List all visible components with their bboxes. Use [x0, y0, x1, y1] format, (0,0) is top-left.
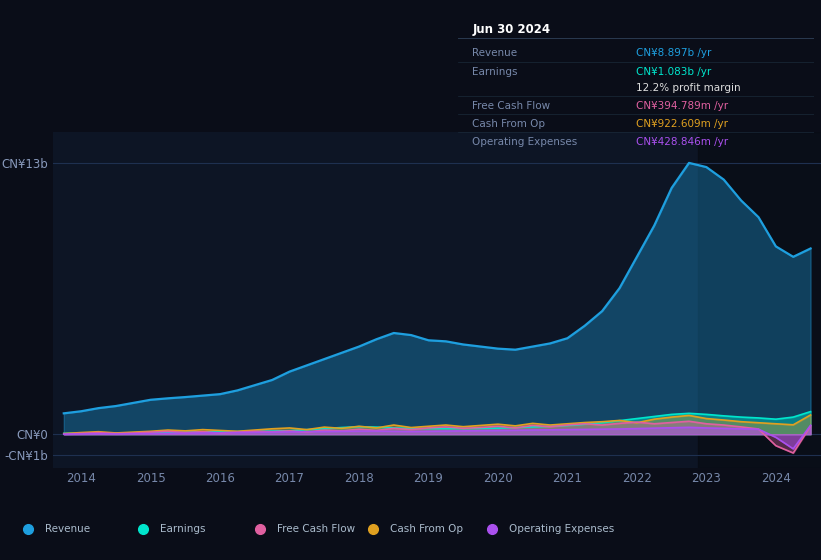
Text: Operating Expenses: Operating Expenses	[472, 137, 578, 147]
Text: Cash From Op: Cash From Op	[472, 119, 545, 129]
Text: CN¥394.789m /yr: CN¥394.789m /yr	[636, 101, 728, 111]
Text: Earnings: Earnings	[160, 524, 205, 534]
Text: CN¥922.609m /yr: CN¥922.609m /yr	[636, 119, 728, 129]
Text: Revenue: Revenue	[472, 48, 517, 58]
Text: 12.2% profit margin: 12.2% profit margin	[636, 83, 741, 93]
Text: Earnings: Earnings	[472, 67, 518, 77]
Text: Operating Expenses: Operating Expenses	[509, 524, 614, 534]
Text: Free Cash Flow: Free Cash Flow	[277, 524, 355, 534]
Bar	[698, 132, 821, 468]
Text: CN¥1.083b /yr: CN¥1.083b /yr	[636, 67, 712, 77]
Text: Revenue: Revenue	[45, 524, 90, 534]
Text: Cash From Op: Cash From Op	[390, 524, 463, 534]
Text: CN¥428.846m /yr: CN¥428.846m /yr	[636, 137, 728, 147]
Text: Jun 30 2024: Jun 30 2024	[472, 23, 551, 36]
Text: Free Cash Flow: Free Cash Flow	[472, 101, 551, 111]
Text: CN¥8.897b /yr: CN¥8.897b /yr	[636, 48, 712, 58]
